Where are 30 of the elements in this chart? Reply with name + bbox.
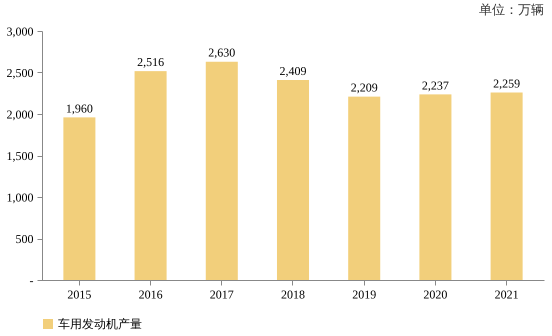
data-label: 1,960: [66, 101, 93, 116]
data-label: 2,630: [208, 46, 236, 60]
data-label: 2,409: [280, 64, 306, 78]
data-label: 2,516: [137, 55, 164, 70]
data-label: 2,259: [493, 76, 520, 91]
data-label: 2,237: [422, 78, 449, 92]
y-tick-label: 1,000: [6, 190, 34, 204]
x-tick-label: 2021: [494, 288, 519, 302]
text: 单位：万辆: [479, 2, 544, 17]
legend-label: 车用发动机产量: [58, 317, 142, 331]
y-tick-label: 2,500: [6, 66, 34, 80]
x-tick-label: 2017: [210, 288, 234, 302]
bar: [348, 96, 380, 280]
bar: [206, 62, 238, 280]
bar: [276, 80, 310, 280]
x-tick-label: 2020: [423, 288, 448, 302]
x-tick-label: 2016: [138, 288, 163, 302]
bar: [134, 71, 167, 280]
y-tick-label: -: [30, 274, 34, 288]
bar: [490, 92, 523, 280]
y-tick-label: 2,000: [6, 108, 34, 122]
bar: [419, 94, 452, 280]
y-tick-label: 3,000: [6, 24, 34, 38]
y-tick-label: 1,500: [6, 149, 34, 163]
x-tick-label: 2018: [281, 288, 305, 302]
data-label: 2,209: [350, 80, 378, 95]
bar: [63, 117, 96, 280]
y-tick-label: 500: [16, 232, 34, 246]
x-tick-label: 2019: [352, 288, 376, 302]
x-tick-label: 2015: [67, 288, 92, 302]
